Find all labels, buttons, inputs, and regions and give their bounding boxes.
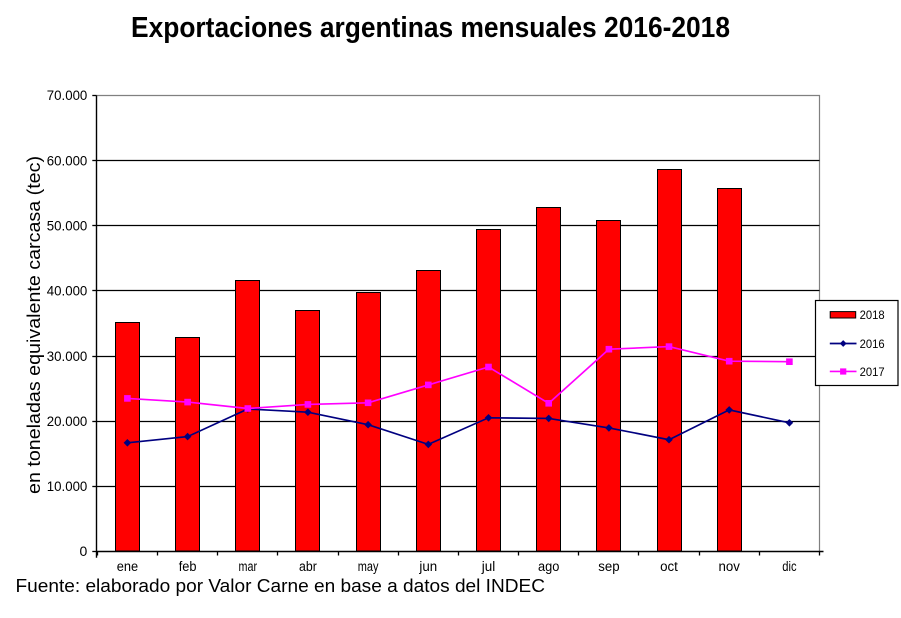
- svg-text:jun: jun: [418, 559, 437, 574]
- svg-text:10.000: 10.000: [47, 478, 88, 494]
- svg-text:dic: dic: [782, 559, 797, 574]
- svg-text:Fuente: elaborado por Valor C: Fuente: elaborado por Valor Carne en bas…: [16, 575, 546, 596]
- svg-text:abr: abr: [299, 559, 317, 574]
- svg-text:40.000: 40.000: [47, 283, 88, 299]
- svg-text:2017: 2017: [860, 365, 885, 379]
- svg-text:30.000: 30.000: [47, 348, 88, 364]
- svg-text:oct: oct: [660, 559, 678, 574]
- svg-text:jul: jul: [481, 559, 495, 574]
- svg-text:may: may: [358, 559, 379, 574]
- svg-text:70.000: 70.000: [47, 87, 88, 103]
- svg-text:feb: feb: [179, 559, 197, 574]
- svg-text:ene: ene: [117, 559, 138, 574]
- svg-text:mar: mar: [239, 559, 258, 574]
- svg-text:0: 0: [80, 543, 88, 559]
- svg-text:ago: ago: [538, 559, 559, 574]
- svg-text:2016: 2016: [860, 337, 885, 351]
- svg-text:nov: nov: [719, 559, 741, 574]
- svg-text:20.000: 20.000: [47, 413, 88, 429]
- svg-text:2018: 2018: [860, 308, 885, 322]
- svg-text:Exportaciones argentinas mensu: Exportaciones argentinas mensuales 2016-…: [131, 12, 730, 44]
- svg-text:50.000: 50.000: [47, 218, 88, 234]
- svg-text:en toneladas equivalente carca: en toneladas equivalente carcasa (tec): [23, 156, 44, 494]
- svg-text:sep: sep: [598, 559, 619, 574]
- svg-text:60.000: 60.000: [47, 152, 88, 168]
